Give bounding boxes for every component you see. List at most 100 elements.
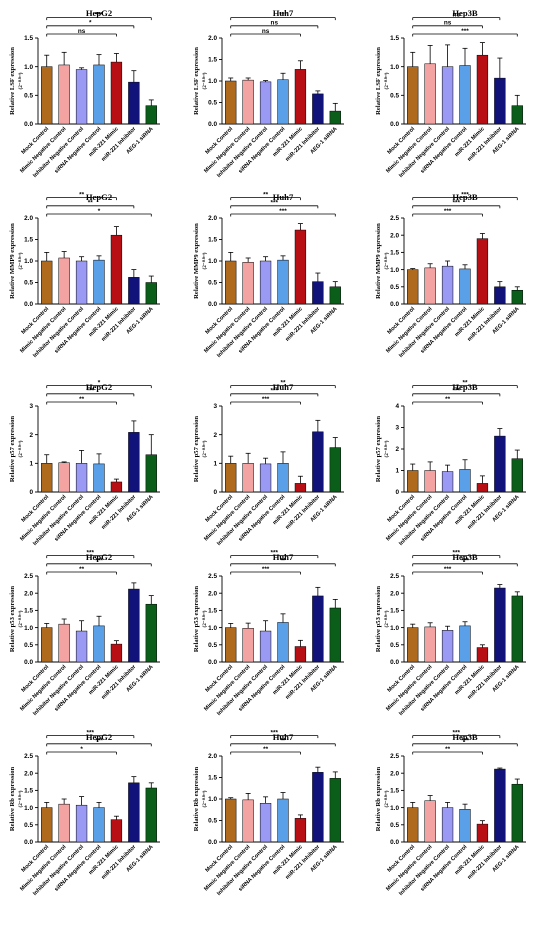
y-axis-sublabel: (2⁻ᐞᐞᶜᵗ) bbox=[201, 610, 208, 627]
y-tick-label: 1.0 bbox=[390, 267, 399, 274]
panel-title: Hep3B bbox=[452, 732, 478, 742]
bar-4 bbox=[459, 625, 471, 663]
y-tick-label: 0.5 bbox=[208, 280, 217, 287]
panel-title: HepG2 bbox=[86, 192, 112, 202]
y-tick-label: 2.0 bbox=[24, 770, 33, 777]
significance-label: *** bbox=[453, 388, 461, 395]
panel-title: Huh7 bbox=[273, 8, 294, 18]
y-tick-label: 2.0 bbox=[390, 232, 399, 239]
y-tick-label: 1.5 bbox=[208, 608, 217, 615]
y-tick-label: 2.0 bbox=[24, 590, 33, 597]
bar-3 bbox=[75, 804, 88, 843]
bar-5 bbox=[294, 818, 307, 843]
significance-label: *** bbox=[461, 191, 469, 198]
bar-1 bbox=[407, 269, 419, 305]
y-tick-label: 0.0 bbox=[208, 121, 217, 128]
significance-label: ** bbox=[79, 191, 84, 198]
y-tick-label: 0.0 bbox=[390, 839, 399, 846]
significance-label: ns bbox=[78, 28, 86, 35]
y-tick-label: 1.5 bbox=[24, 35, 33, 42]
bar-2 bbox=[424, 800, 436, 843]
bar-2 bbox=[242, 262, 254, 305]
bar-7 bbox=[511, 595, 523, 663]
panel-13: HepG2 0.0 0.5 1.0 1.5 2.0 2.5 Relative Rb expre… bbox=[9, 729, 160, 897]
bar-1 bbox=[407, 66, 419, 125]
panel-7: HepG2 0 1 2 3 Relative p57 expression (2⁻ᐞᐞᶜᵗ)… bbox=[9, 379, 160, 547]
bar-3 bbox=[441, 807, 454, 843]
bar-7 bbox=[145, 105, 157, 125]
significance-label: *** bbox=[87, 549, 95, 556]
bar-6 bbox=[312, 595, 324, 663]
panel-title: HepG2 bbox=[86, 8, 112, 18]
y-tick-label: 1.0 bbox=[208, 78, 217, 85]
bar-6 bbox=[494, 768, 506, 843]
bar-5 bbox=[476, 823, 489, 843]
y-tick-label: 1.5 bbox=[390, 788, 399, 795]
significance-label: *** bbox=[271, 200, 279, 207]
y-axis-label: Relative Rb expression bbox=[9, 766, 16, 831]
bar-3 bbox=[259, 463, 272, 493]
bar-7 bbox=[329, 447, 341, 493]
bar-1 bbox=[41, 627, 53, 663]
bar-3 bbox=[441, 66, 454, 125]
y-axis-sublabel: (2⁻ᐞᐞᶜᵗ) bbox=[201, 440, 208, 457]
bar-5 bbox=[110, 819, 123, 843]
y-tick-label: 2.0 bbox=[208, 590, 217, 597]
bar-3 bbox=[441, 630, 454, 663]
bar-5 bbox=[294, 69, 307, 125]
bar-4 bbox=[93, 807, 105, 843]
bar-4 bbox=[277, 79, 289, 125]
bar-5 bbox=[110, 234, 123, 305]
panel-title: Hep3B bbox=[452, 382, 478, 392]
bar-4 bbox=[277, 463, 289, 493]
y-tick-label: 1 bbox=[395, 468, 399, 475]
y-tick-label: 1.5 bbox=[390, 35, 399, 42]
y-tick-label: 1.0 bbox=[208, 796, 217, 803]
y-axis-label: Relative p57 expression bbox=[375, 416, 382, 483]
bar-6 bbox=[312, 93, 324, 125]
y-axis-sublabel: (2⁻ᐞᐞᶜᵗ) bbox=[17, 790, 24, 807]
panel-2: Huh7 0.0 0.5 1.0 1.5 2.0 Relative LSF expressi… bbox=[193, 8, 344, 179]
bar-2 bbox=[424, 63, 436, 125]
y-tick-label: 0.0 bbox=[24, 659, 33, 666]
y-tick-label: 1.5 bbox=[24, 788, 33, 795]
significance-label: ns bbox=[453, 11, 461, 18]
bar-5 bbox=[294, 483, 307, 493]
y-axis-label: Relative LSF expression bbox=[193, 47, 200, 115]
y-tick-label: 2.5 bbox=[390, 753, 399, 760]
bar-5 bbox=[476, 483, 489, 493]
significance-label: ** bbox=[445, 746, 450, 753]
bar-6 bbox=[494, 286, 506, 305]
bar-1 bbox=[225, 80, 237, 125]
y-axis-sublabel: (2⁻ᐞᐞᶜᵗ) bbox=[17, 72, 24, 89]
y-tick-label: 2 bbox=[29, 432, 33, 439]
significance-label: *** bbox=[453, 200, 461, 207]
y-tick-label: 0 bbox=[213, 489, 217, 496]
bar-1 bbox=[225, 798, 237, 843]
y-tick-label: 0.0 bbox=[390, 659, 399, 666]
bar-1 bbox=[407, 627, 419, 663]
significance-label: ns bbox=[444, 20, 452, 27]
y-tick-label: 2.0 bbox=[208, 215, 217, 222]
y-tick-label: 1.0 bbox=[390, 805, 399, 812]
y-tick-label: 0.5 bbox=[208, 100, 217, 107]
bar-7 bbox=[329, 286, 341, 305]
bar-2 bbox=[424, 470, 436, 493]
y-tick-label: 0.0 bbox=[208, 659, 217, 666]
y-tick-label: 0.5 bbox=[390, 284, 399, 291]
significance-label: * bbox=[98, 379, 101, 386]
y-tick-label: 1.0 bbox=[24, 258, 33, 265]
panel-title: Huh7 bbox=[273, 552, 294, 562]
y-tick-label: 0.0 bbox=[208, 301, 217, 308]
panel-title: HepG2 bbox=[86, 732, 112, 742]
y-axis-sublabel: (2⁻ᐞᐞᶜᵗ) bbox=[383, 440, 390, 457]
panel-4: HepG2 0.0 0.5 1.0 1.5 2.0 Relative MMP9 expres… bbox=[9, 191, 160, 359]
significance-label: *** bbox=[262, 396, 270, 403]
significance-label: *** bbox=[444, 566, 452, 573]
y-axis-label: Relative p53 expression bbox=[193, 586, 200, 653]
bar-2 bbox=[242, 463, 254, 493]
y-tick-label: 1.0 bbox=[208, 625, 217, 632]
bar-2 bbox=[58, 623, 70, 663]
bar-5 bbox=[294, 646, 307, 663]
